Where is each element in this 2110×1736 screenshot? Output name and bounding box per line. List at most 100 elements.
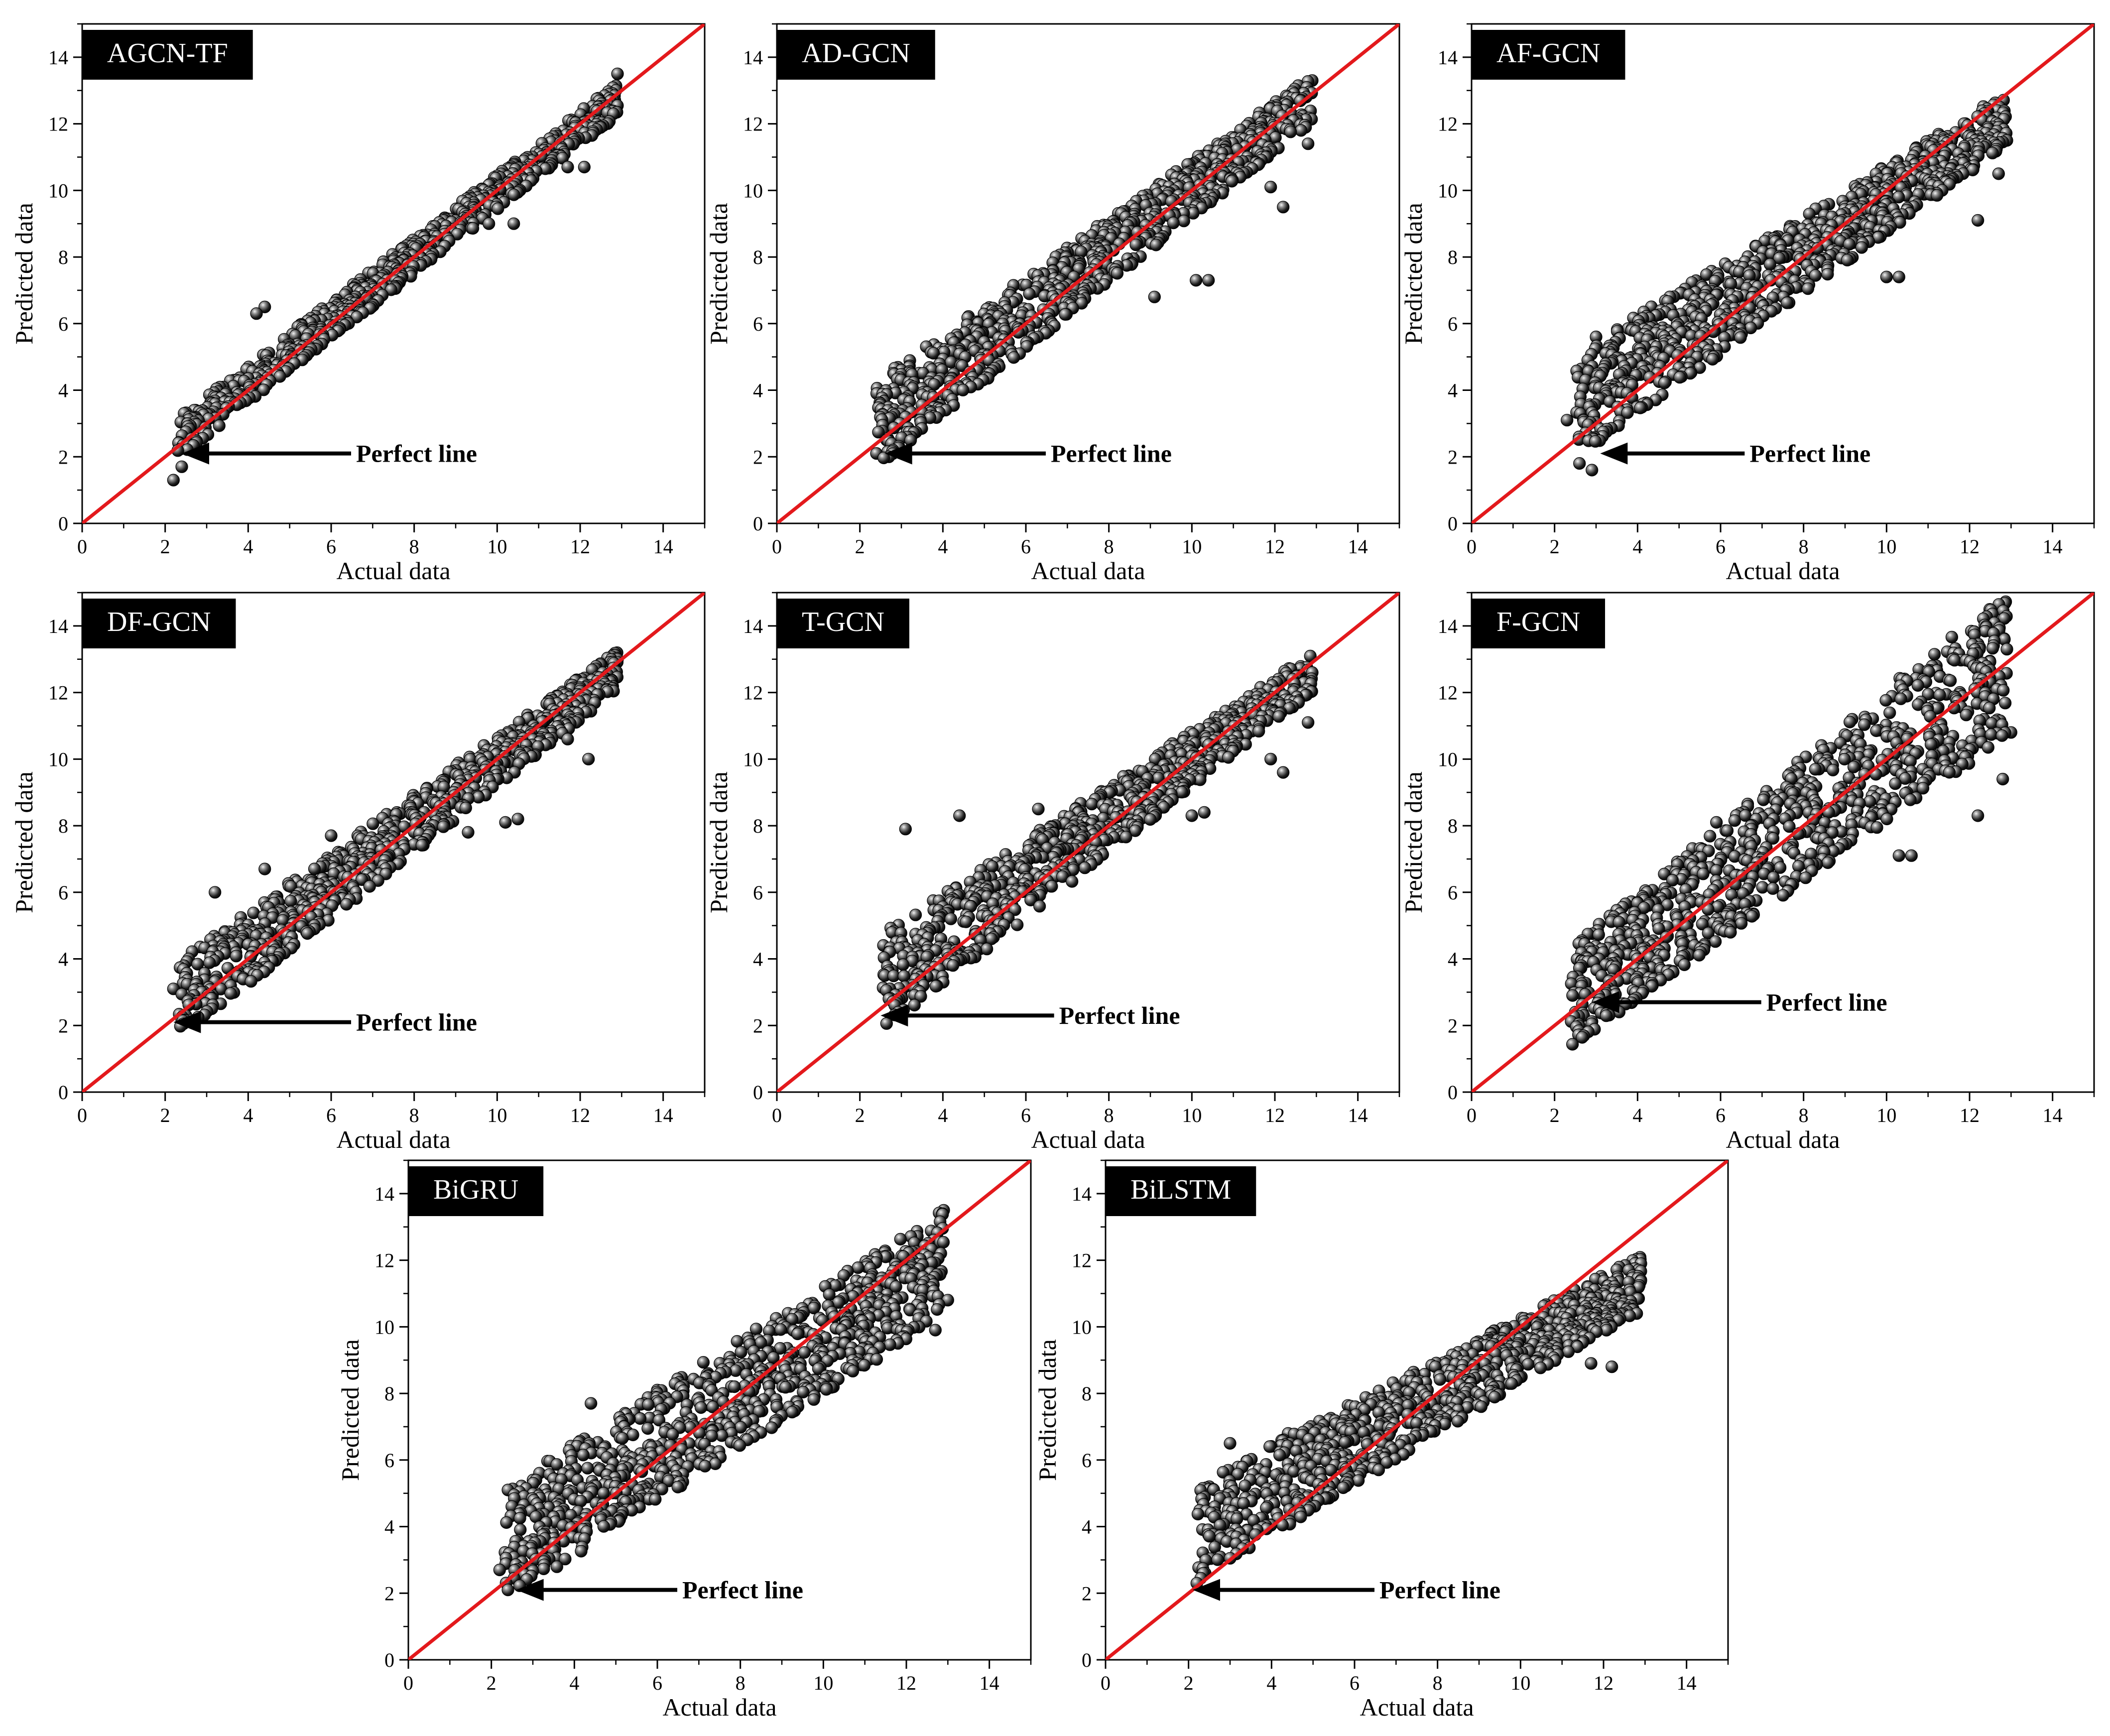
y-tick-label: 0 xyxy=(1448,1081,1458,1104)
y-tick-label: 0 xyxy=(58,512,68,535)
data-point xyxy=(986,860,999,873)
x-tick-label: 0 xyxy=(1467,535,1477,558)
data-point xyxy=(258,300,271,314)
y-tick-label: 10 xyxy=(1438,748,1458,770)
data-point xyxy=(1843,238,1856,251)
data-point xyxy=(1928,648,1941,661)
data-point xyxy=(1652,922,1665,935)
x-tick-label: 0 xyxy=(77,1104,87,1126)
data-point xyxy=(191,958,204,971)
data-point xyxy=(340,898,353,911)
data-point xyxy=(981,943,993,956)
data-point xyxy=(1776,889,1790,902)
data-point xyxy=(1972,214,1985,227)
data-point xyxy=(1809,269,1822,282)
y-axis-title: Predicted data xyxy=(1399,771,1427,913)
y-tick-label: 12 xyxy=(48,113,68,135)
data-point xyxy=(582,752,595,765)
data-point xyxy=(1739,809,1752,822)
data-point xyxy=(561,733,574,745)
data-point xyxy=(1709,935,1722,948)
data-point xyxy=(1757,793,1770,806)
data-point xyxy=(1943,766,1956,779)
data-point xyxy=(167,474,180,487)
x-tick-label: 12 xyxy=(1960,1104,1980,1126)
y-tick-label: 2 xyxy=(753,446,763,468)
y-tick-label: 4 xyxy=(1448,379,1458,402)
data-point xyxy=(1756,881,1769,894)
data-point xyxy=(1119,831,1132,844)
data-point xyxy=(1992,167,2005,180)
data-point xyxy=(284,880,297,893)
data-point xyxy=(1264,752,1277,765)
y-tick-label: 0 xyxy=(753,512,763,535)
data-point xyxy=(1673,371,1686,384)
y-tick-label: 2 xyxy=(1448,446,1458,468)
model-title: AGCN-TF xyxy=(107,38,228,69)
scatter-points xyxy=(1561,94,2013,477)
data-point xyxy=(1011,918,1024,931)
data-point xyxy=(175,460,188,473)
model-title-badge xyxy=(82,30,253,80)
data-point xyxy=(1894,692,1907,705)
x-tick-label: 6 xyxy=(1716,1104,1726,1126)
y-tick-label: 2 xyxy=(58,446,68,468)
data-point xyxy=(1960,709,1973,722)
x-tick-label: 8 xyxy=(1799,1104,1809,1126)
data-point xyxy=(1880,812,1893,826)
data-point xyxy=(1985,728,1997,741)
data-point xyxy=(561,160,574,174)
data-point xyxy=(1198,806,1211,819)
data-point xyxy=(946,959,960,972)
perfect-line xyxy=(1472,24,2094,523)
data-point xyxy=(213,419,226,432)
y-tick-label: 12 xyxy=(1438,113,1458,135)
data-point xyxy=(1889,777,1902,790)
data-point xyxy=(899,823,912,836)
x-tick-label: 12 xyxy=(570,1104,590,1126)
data-point xyxy=(1904,793,1917,806)
data-point xyxy=(1933,688,1946,702)
x-tick-label: 12 xyxy=(1960,535,1980,558)
data-point xyxy=(1855,241,1868,254)
x-tick-label: 8 xyxy=(409,535,419,558)
x-tick-label: 10 xyxy=(1182,535,1202,558)
data-point xyxy=(437,820,450,833)
x-tick-label: 10 xyxy=(1876,1104,1896,1126)
data-point xyxy=(1704,830,1717,843)
data-point xyxy=(1024,893,1037,907)
model-title-badge xyxy=(777,599,909,648)
data-point xyxy=(1821,856,1834,869)
x-tick-label: 8 xyxy=(409,1104,419,1126)
data-point xyxy=(258,863,271,875)
y-axis-title: Predicted data xyxy=(705,203,733,345)
data-point xyxy=(909,908,922,921)
x-tick-label: 14 xyxy=(2043,535,2063,558)
x-tick-label: 4 xyxy=(1632,535,1642,558)
data-point xyxy=(1863,795,1876,808)
data-point xyxy=(1111,267,1124,280)
y-tick-label: 12 xyxy=(1438,682,1458,704)
x-tick-label: 4 xyxy=(938,535,948,558)
data-point xyxy=(1710,816,1723,829)
x-tick-label: 4 xyxy=(938,1104,948,1126)
annotation-label: Perfect line xyxy=(1059,1001,1180,1029)
x-tick-label: 0 xyxy=(77,535,87,558)
data-point xyxy=(1277,201,1290,214)
data-point xyxy=(1666,873,1679,887)
x-tick-label: 0 xyxy=(772,1104,782,1126)
data-point xyxy=(1167,217,1180,230)
data-point xyxy=(1999,697,2012,710)
data-point xyxy=(1997,684,2010,697)
x-tick-label: 2 xyxy=(1550,1104,1560,1126)
annotation-arrow-head xyxy=(880,1004,908,1027)
data-point xyxy=(1697,868,1710,880)
x-tick-label: 2 xyxy=(160,1104,170,1126)
y-tick-label: 10 xyxy=(48,748,68,770)
perfect-line xyxy=(82,24,705,523)
y-tick-label: 10 xyxy=(743,748,763,770)
annotation-arrow-head xyxy=(1600,442,1628,465)
perfect-line xyxy=(777,24,1399,523)
